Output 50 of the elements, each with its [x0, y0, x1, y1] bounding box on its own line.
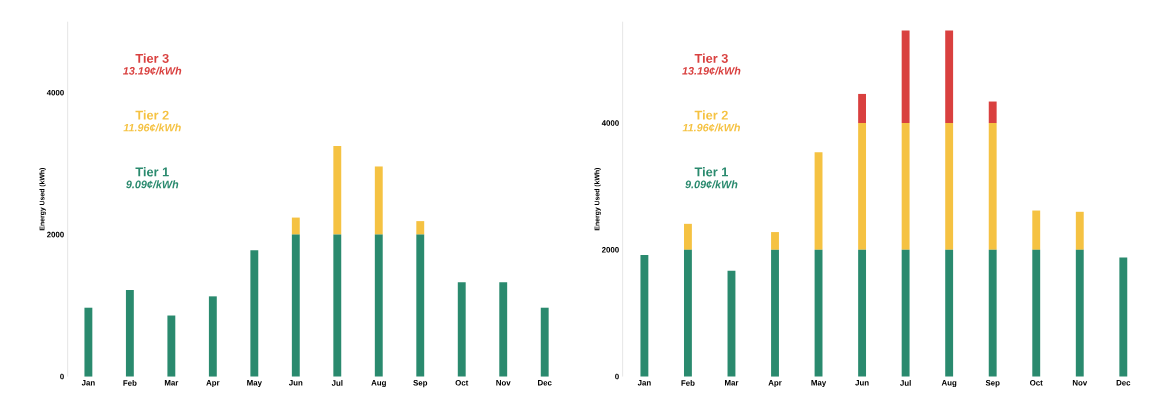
bar — [333, 234, 342, 377]
bar — [1119, 257, 1128, 377]
bar — [858, 249, 867, 377]
bar — [291, 234, 300, 377]
bar — [374, 234, 383, 377]
bar — [457, 282, 466, 377]
bar — [771, 231, 779, 250]
bar — [1075, 211, 1084, 250]
bar — [250, 250, 259, 377]
annotation: 11.96¢/kWh — [123, 123, 181, 132]
bar — [901, 249, 910, 377]
annotation: 11.96¢/kWh — [682, 123, 741, 132]
annotation: 9.09¢/kWh — [126, 180, 179, 189]
bar — [901, 30, 910, 123]
bar — [1075, 249, 1084, 377]
bar — [988, 249, 997, 377]
text: Tier 3 — [694, 53, 728, 63]
bar — [416, 221, 425, 235]
bar — [208, 296, 217, 377]
bar — [540, 307, 549, 377]
bar — [683, 223, 692, 250]
bar — [683, 249, 692, 377]
bar — [333, 145, 342, 235]
bar — [771, 249, 779, 377]
bar — [945, 30, 954, 123]
bar — [1032, 210, 1041, 250]
bar — [858, 93, 867, 123]
bar — [988, 123, 997, 250]
legend-label: Tier 3 — [135, 53, 169, 63]
text: Tier 2 — [135, 110, 169, 120]
bar — [167, 315, 176, 377]
annotation: 13.19¢/kWh — [682, 66, 741, 75]
annotation: 9.09¢/kWh — [685, 180, 738, 189]
bar — [499, 282, 508, 377]
bar — [858, 123, 867, 250]
bar — [945, 249, 954, 377]
annotation: 13.19¢/kWh — [123, 66, 182, 75]
bar — [901, 123, 910, 250]
bar — [988, 101, 997, 123]
text: Tier 1 — [135, 167, 169, 177]
bar — [291, 217, 300, 235]
bar — [416, 234, 425, 377]
bar — [1032, 249, 1041, 377]
text: Tier 1 — [694, 167, 728, 177]
bar — [945, 123, 954, 250]
bar — [125, 289, 134, 377]
bar — [374, 166, 383, 235]
bar — [640, 254, 649, 377]
bar — [84, 307, 93, 377]
text: Tier 2 — [694, 110, 728, 120]
